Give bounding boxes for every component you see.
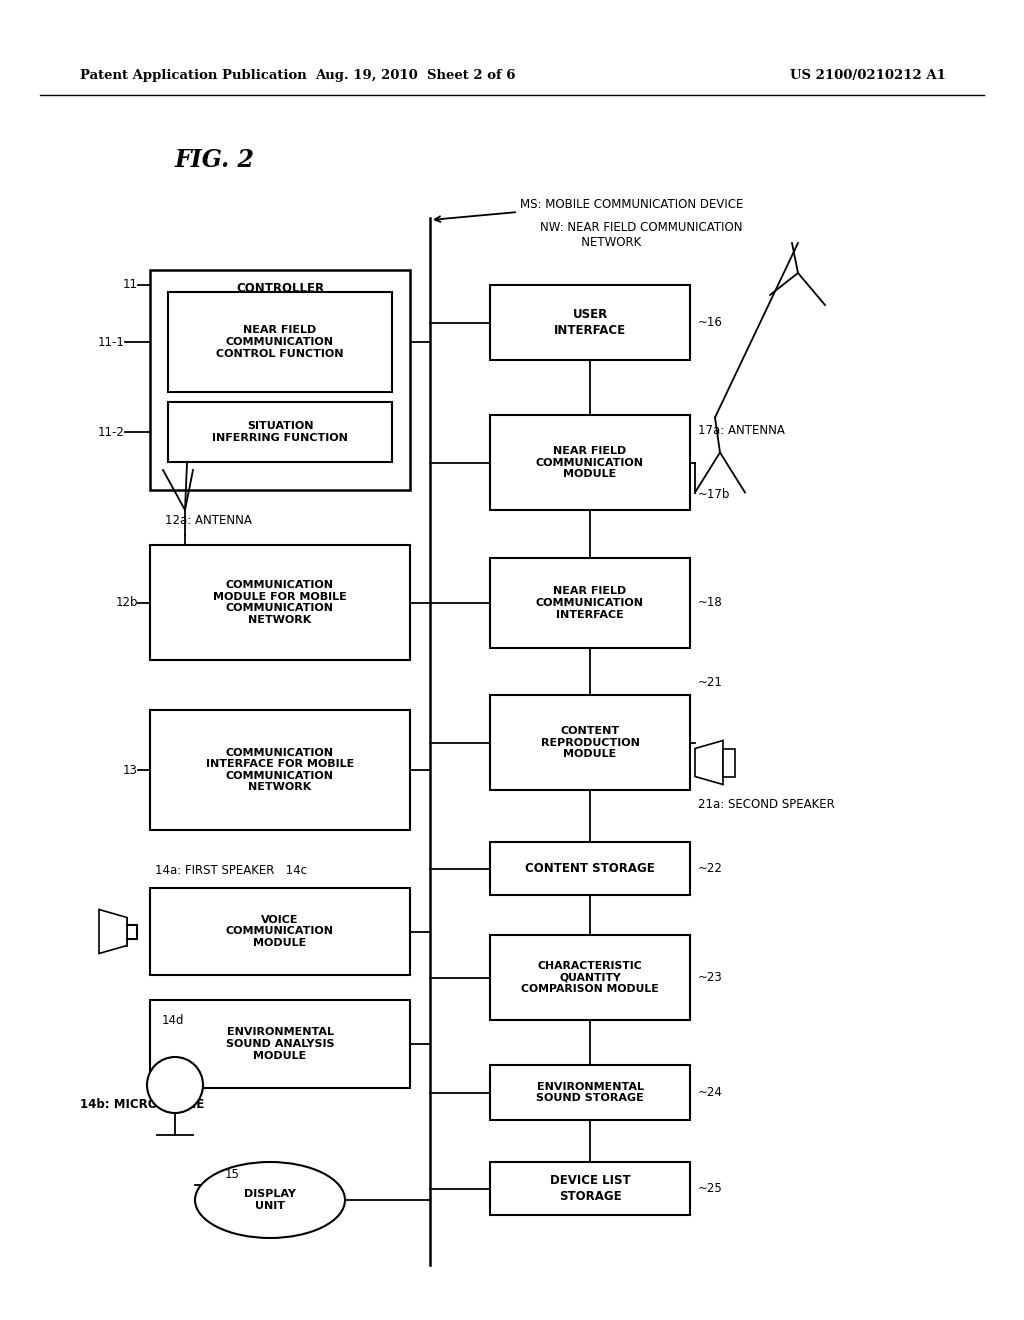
Text: CONTENT
REPRODUCTION
MODULE: CONTENT REPRODUCTION MODULE bbox=[541, 726, 639, 759]
Text: 12b: 12b bbox=[116, 597, 138, 609]
Text: CONTROLLER: CONTROLLER bbox=[236, 281, 324, 294]
Text: 11: 11 bbox=[123, 279, 138, 292]
Text: COMMUNICATION
INTERFACE FOR MOBILE
COMMUNICATION
NETWORK: COMMUNICATION INTERFACE FOR MOBILE COMMU… bbox=[206, 747, 354, 792]
Text: 14d: 14d bbox=[162, 1014, 184, 1027]
Text: 12a: ANTENNA: 12a: ANTENNA bbox=[165, 513, 252, 527]
Text: ~25: ~25 bbox=[698, 1181, 723, 1195]
Bar bbox=[150, 271, 410, 490]
Text: Aug. 19, 2010  Sheet 2 of 6: Aug. 19, 2010 Sheet 2 of 6 bbox=[314, 69, 515, 82]
Text: USER
INTERFACE: USER INTERFACE bbox=[554, 309, 626, 337]
Text: COMMUNICATION
MODULE FOR MOBILE
COMMUNICATION
NETWORK: COMMUNICATION MODULE FOR MOBILE COMMUNIC… bbox=[213, 579, 347, 624]
Bar bbox=[490, 696, 690, 789]
Text: ENVIRONMENTAL
SOUND STORAGE: ENVIRONMENTAL SOUND STORAGE bbox=[537, 1081, 644, 1104]
Text: MS: MOBILE COMMUNICATION DEVICE: MS: MOBILE COMMUNICATION DEVICE bbox=[520, 198, 743, 211]
Text: 21a: SECOND SPEAKER: 21a: SECOND SPEAKER bbox=[698, 799, 835, 812]
Bar bbox=[490, 285, 690, 360]
Bar bbox=[150, 888, 410, 975]
Text: 14b: MICROPHONE: 14b: MICROPHONE bbox=[80, 1098, 204, 1111]
Polygon shape bbox=[695, 741, 723, 784]
Text: NEAR FIELD
COMMUNICATION
INTERFACE: NEAR FIELD COMMUNICATION INTERFACE bbox=[536, 586, 644, 619]
Text: ~21: ~21 bbox=[698, 676, 723, 689]
Text: 11-1: 11-1 bbox=[98, 335, 125, 348]
Text: SITUATION
INFERRING FUNCTION: SITUATION INFERRING FUNCTION bbox=[212, 421, 348, 442]
Bar bbox=[490, 1162, 690, 1214]
Text: CHARACTERISTIC
QUANTITY
COMPARISON MODULE: CHARACTERISTIC QUANTITY COMPARISON MODUL… bbox=[521, 961, 658, 994]
Text: CONTENT STORAGE: CONTENT STORAGE bbox=[525, 862, 655, 875]
Text: 13: 13 bbox=[123, 763, 138, 776]
Text: FIG. 2: FIG. 2 bbox=[175, 148, 255, 172]
Text: 14a: FIRST SPEAKER   14c: 14a: FIRST SPEAKER 14c bbox=[155, 863, 307, 876]
Text: NEAR FIELD
COMMUNICATION
MODULE: NEAR FIELD COMMUNICATION MODULE bbox=[536, 446, 644, 479]
Text: ~24: ~24 bbox=[698, 1086, 723, 1100]
Bar bbox=[490, 842, 690, 895]
Bar bbox=[490, 558, 690, 648]
Circle shape bbox=[147, 1057, 203, 1113]
Bar bbox=[150, 710, 410, 830]
Text: Patent Application Publication: Patent Application Publication bbox=[80, 69, 307, 82]
Text: NW: NEAR FIELD COMMUNICATION
           NETWORK: NW: NEAR FIELD COMMUNICATION NETWORK bbox=[540, 220, 742, 249]
Ellipse shape bbox=[195, 1162, 345, 1238]
Bar bbox=[490, 935, 690, 1020]
Bar bbox=[115, 917, 127, 945]
Text: ~22: ~22 bbox=[698, 862, 723, 875]
Text: ~17b: ~17b bbox=[698, 488, 730, 502]
Bar bbox=[150, 1001, 410, 1088]
Bar bbox=[723, 748, 735, 776]
Text: DISPLAY
UNIT: DISPLAY UNIT bbox=[244, 1189, 296, 1210]
Text: 15: 15 bbox=[225, 1168, 240, 1181]
Text: NEAR FIELD
COMMUNICATION
CONTROL FUNCTION: NEAR FIELD COMMUNICATION CONTROL FUNCTIO… bbox=[216, 326, 344, 359]
Bar bbox=[168, 292, 392, 392]
Bar bbox=[490, 414, 690, 510]
Text: ENVIRONMENTAL
SOUND ANALYSIS
MODULE: ENVIRONMENTAL SOUND ANALYSIS MODULE bbox=[225, 1027, 334, 1060]
Bar bbox=[490, 1065, 690, 1119]
Text: US 2100/0210212 A1: US 2100/0210212 A1 bbox=[790, 69, 946, 82]
Text: ~23: ~23 bbox=[698, 972, 723, 983]
Text: 17a: ANTENNA: 17a: ANTENNA bbox=[698, 424, 784, 437]
Text: ~16: ~16 bbox=[698, 315, 723, 329]
Text: ~18: ~18 bbox=[698, 597, 723, 610]
Text: VOICE
COMMUNICATION
MODULE: VOICE COMMUNICATION MODULE bbox=[226, 915, 334, 948]
Bar bbox=[150, 545, 410, 660]
Bar bbox=[168, 403, 392, 462]
Text: 11-2: 11-2 bbox=[98, 425, 125, 438]
Polygon shape bbox=[99, 909, 127, 953]
Text: DEVICE LIST
STORAGE: DEVICE LIST STORAGE bbox=[550, 1175, 631, 1203]
